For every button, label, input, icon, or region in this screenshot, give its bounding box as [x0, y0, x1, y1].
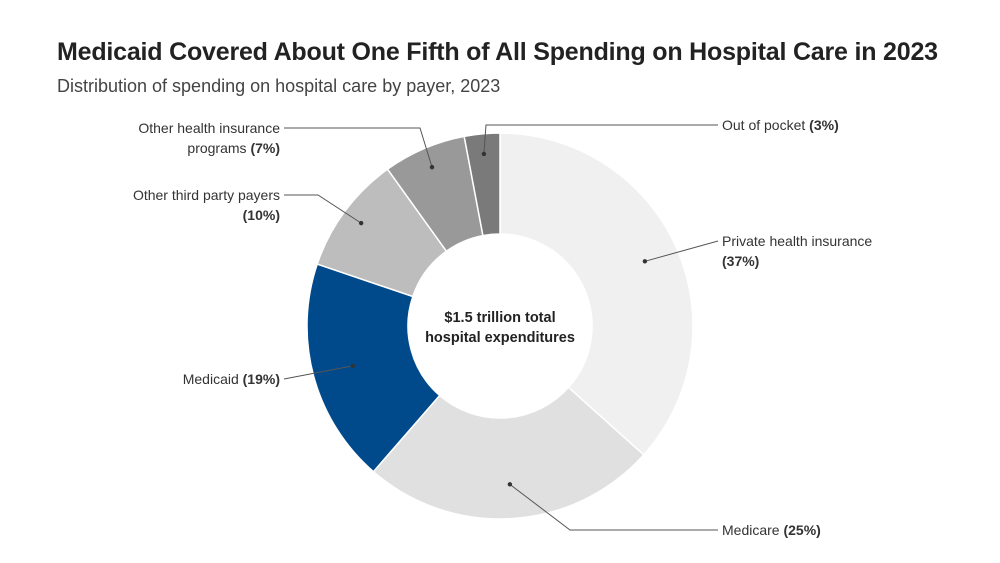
- slice-label-other-third-party-payers-line-1: Other third party payers: [133, 187, 280, 203]
- slice-label-medicare-line-1: Medicare (25%): [722, 522, 821, 538]
- slice-out-of-pocket: [463, 132, 501, 237]
- slice-private-health-insurance: [499, 132, 694, 456]
- center-label-line-1: $1.5 trillion total: [444, 310, 555, 326]
- slice-labels: Private health insurance (37%) Medicare (2…: [133, 117, 872, 538]
- leader-line-private-health-insurance: [644, 240, 719, 262]
- center-label-line-2: hospital expenditures: [425, 330, 575, 346]
- leader-line-medicare: [509, 483, 718, 531]
- leader-dot-medicaid: [350, 363, 355, 369]
- leader-dot-other-third-party-payers: [358, 220, 364, 226]
- leader-line-out-of-pocket: [483, 124, 718, 154]
- slice-label-other-health-insurance-programs-line-2: programs (7%): [187, 140, 280, 156]
- chart-subtitle: Distribution of spending on hospital car…: [57, 76, 501, 96]
- leader-line-other-health-insurance-programs: [284, 127, 433, 168]
- leader-dot-out-of-pocket: [481, 151, 487, 157]
- chart-title: Medicaid Covered About One Fifth of All …: [57, 38, 938, 66]
- slice-label-private-health-insurance-line-2: (37%): [722, 253, 759, 269]
- slice-label-other-third-party-payers-line-2: (10%): [243, 207, 280, 223]
- slice-medicaid: [306, 263, 441, 473]
- leader-dot-other-health-insurance-programs: [429, 164, 435, 170]
- slice-label-private-health-insurance-line-1: Private health insurance: [722, 233, 872, 249]
- leader-dot-medicare: [507, 482, 513, 487]
- slice-label-medicaid-line-1: Medicaid (19%): [183, 371, 280, 387]
- leader-dot-private-health-insurance: [642, 259, 648, 264]
- slice-label-other-health-insurance-programs-line-1: Other health insurance: [138, 120, 280, 136]
- leader-line-other-third-party-payers: [284, 194, 362, 224]
- leader-line-medicaid: [283, 365, 353, 380]
- slice-medicare: [372, 386, 645, 520]
- slice-label-out-of-pocket-line-1: Out of pocket (3%): [722, 117, 839, 133]
- leader-lines: [283, 124, 719, 531]
- donut-slices: [306, 132, 694, 520]
